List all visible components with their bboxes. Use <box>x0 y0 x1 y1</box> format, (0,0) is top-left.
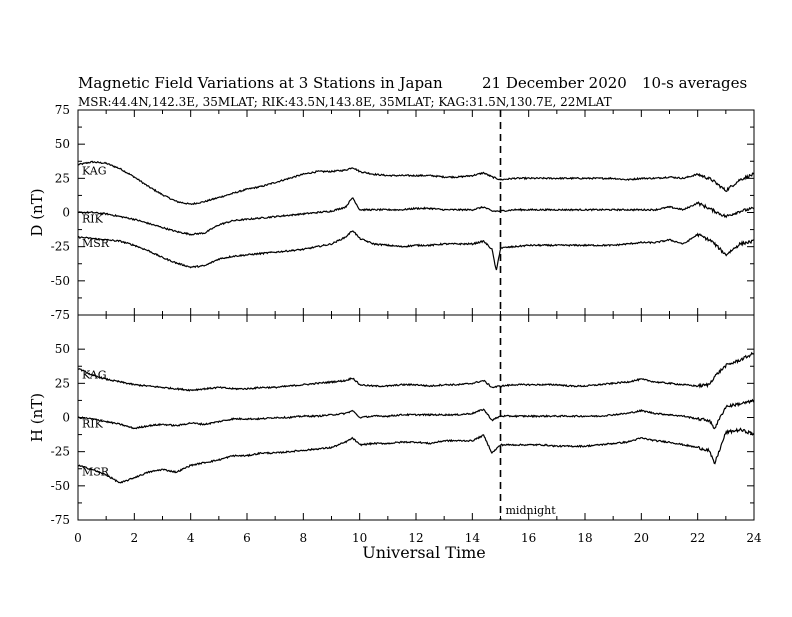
y-axis-label: D (nT) <box>28 188 46 236</box>
series-label-rik: RIK <box>82 418 104 431</box>
chart-averaging: 10-s averages <box>642 74 747 92</box>
y-tick-label: 25 <box>55 171 70 185</box>
y-tick-label: 25 <box>55 376 70 390</box>
y-tick-label: 50 <box>55 137 70 151</box>
y-tick-label: 0 <box>62 206 70 220</box>
series-label-rik: RIK <box>82 213 104 226</box>
x-axis-label: Universal Time <box>362 543 485 562</box>
y-tick-label: -75 <box>51 308 70 322</box>
series-line-rik <box>77 398 755 430</box>
chart-subtitle: MSR:44.4N,142.3E, 35MLAT; RIK:43.5N,143.… <box>78 95 612 109</box>
y-tick-label: 50 <box>55 342 70 356</box>
x-tick-label: 14 <box>465 531 481 545</box>
y-tick-label: 0 <box>62 411 70 425</box>
series-label-msr: MSR <box>82 465 110 478</box>
x-tick-label: 20 <box>634 531 649 545</box>
x-tick-label: 8 <box>300 531 308 545</box>
x-tick-label: 0 <box>74 531 82 545</box>
y-tick-label: -50 <box>51 479 70 493</box>
y-axis-label: H (nT) <box>28 393 46 442</box>
plot-area: 75 50 25 0 -25 -50 -75 D (nT) KAG RIK MSR 50 25 0 -25 -… <box>28 103 762 545</box>
x-tick-label: 16 <box>521 531 536 545</box>
midnight-label: midnight <box>506 504 557 517</box>
x-tick-label: 2 <box>131 531 139 545</box>
panel-frame <box>77 109 755 316</box>
x-tick-label: 18 <box>577 531 592 545</box>
series-line-msr <box>77 427 755 484</box>
x-tick-label: 22 <box>690 531 705 545</box>
chart-date: 21 December 2020 <box>482 74 627 92</box>
x-tick-label: 10 <box>352 531 367 545</box>
y-tick-label: -50 <box>51 274 70 288</box>
y-tick-label: -25 <box>51 445 70 459</box>
series-line-rik <box>77 197 755 236</box>
chart-title: Magnetic Field Variations at 3 Stations … <box>78 74 443 92</box>
y-tick-label: -75 <box>51 513 70 527</box>
x-tick-label: 4 <box>187 531 195 545</box>
x-tick-label: 12 <box>408 531 423 545</box>
series-label-kag: KAG <box>82 368 107 381</box>
series-line-kag <box>77 160 755 206</box>
series-label-kag: KAG <box>82 165 107 178</box>
panel-frame <box>77 314 755 521</box>
y-tick-label: 75 <box>55 103 70 117</box>
x-tick-label: 6 <box>243 531 251 545</box>
y-tick-label: -25 <box>51 240 70 254</box>
series-line-msr <box>77 230 755 271</box>
series-label-msr: MSR <box>82 237 110 250</box>
series-line-kag <box>77 351 755 392</box>
x-tick-label: 24 <box>746 531 762 545</box>
